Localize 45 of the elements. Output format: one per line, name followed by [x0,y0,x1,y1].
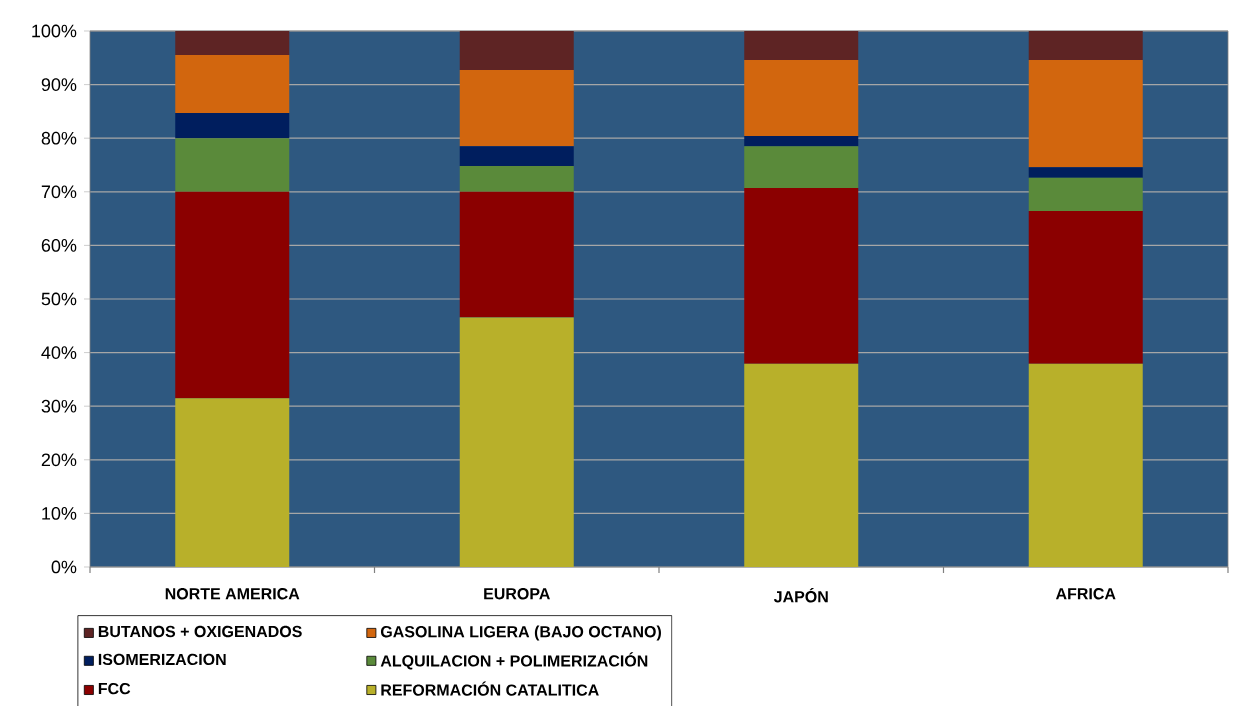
bar [459,30,574,71]
legend-label: REFORMACIÓN CATALITICA [381,681,599,696]
bar [459,70,574,147]
y-tick-label: 100% [32,24,77,38]
bar [1028,30,1143,60]
legend-label: BUTANOS + OXIGENADOS [98,625,302,638]
bar [1028,363,1143,567]
bar [744,59,859,137]
legend-label: ALQUILACION + POLIMERIZACIÓN [380,652,648,670]
legend-label: GASOLINA LIGERA (BAJO OCTANO) [380,625,661,641]
bar [744,188,859,364]
bar [1028,59,1143,168]
bar [744,146,859,189]
bar [175,55,290,113]
bar [175,398,290,567]
x-tick-label: NORTE AMERICA [165,588,300,600]
x-tick-label: EUROPA [484,588,550,600]
bar [459,166,574,192]
legend-label: FCC [98,682,131,695]
y-tick-label: 0% [51,560,77,574]
bar [459,191,574,318]
bar [175,113,290,139]
legend-label: ISOMERIZACION [98,653,226,666]
bar [459,317,574,567]
y-tick-label: 80% [41,131,77,145]
y-tick-label: 60% [41,239,77,252]
y-tick-label: 70% [41,185,77,199]
y-tick-label: 50% [41,292,77,306]
y-tick-label: 90% [41,78,77,91]
bar [175,138,290,192]
bar [175,30,290,56]
bar [459,146,574,167]
x-tick-label: AFRICA [1055,588,1116,600]
y-tick-label: 30% [41,399,77,413]
bar [744,363,859,567]
y-tick-label: 20% [41,453,77,467]
y-tick-label: 10% [42,507,77,520]
bar [1028,167,1143,178]
bar [175,191,290,399]
bar [1028,177,1143,212]
bar [1028,211,1143,364]
y-tick-label: 40% [41,346,77,359]
bar [744,136,859,147]
bar [744,30,859,60]
x-tick-label: JAPÓN [773,588,828,603]
